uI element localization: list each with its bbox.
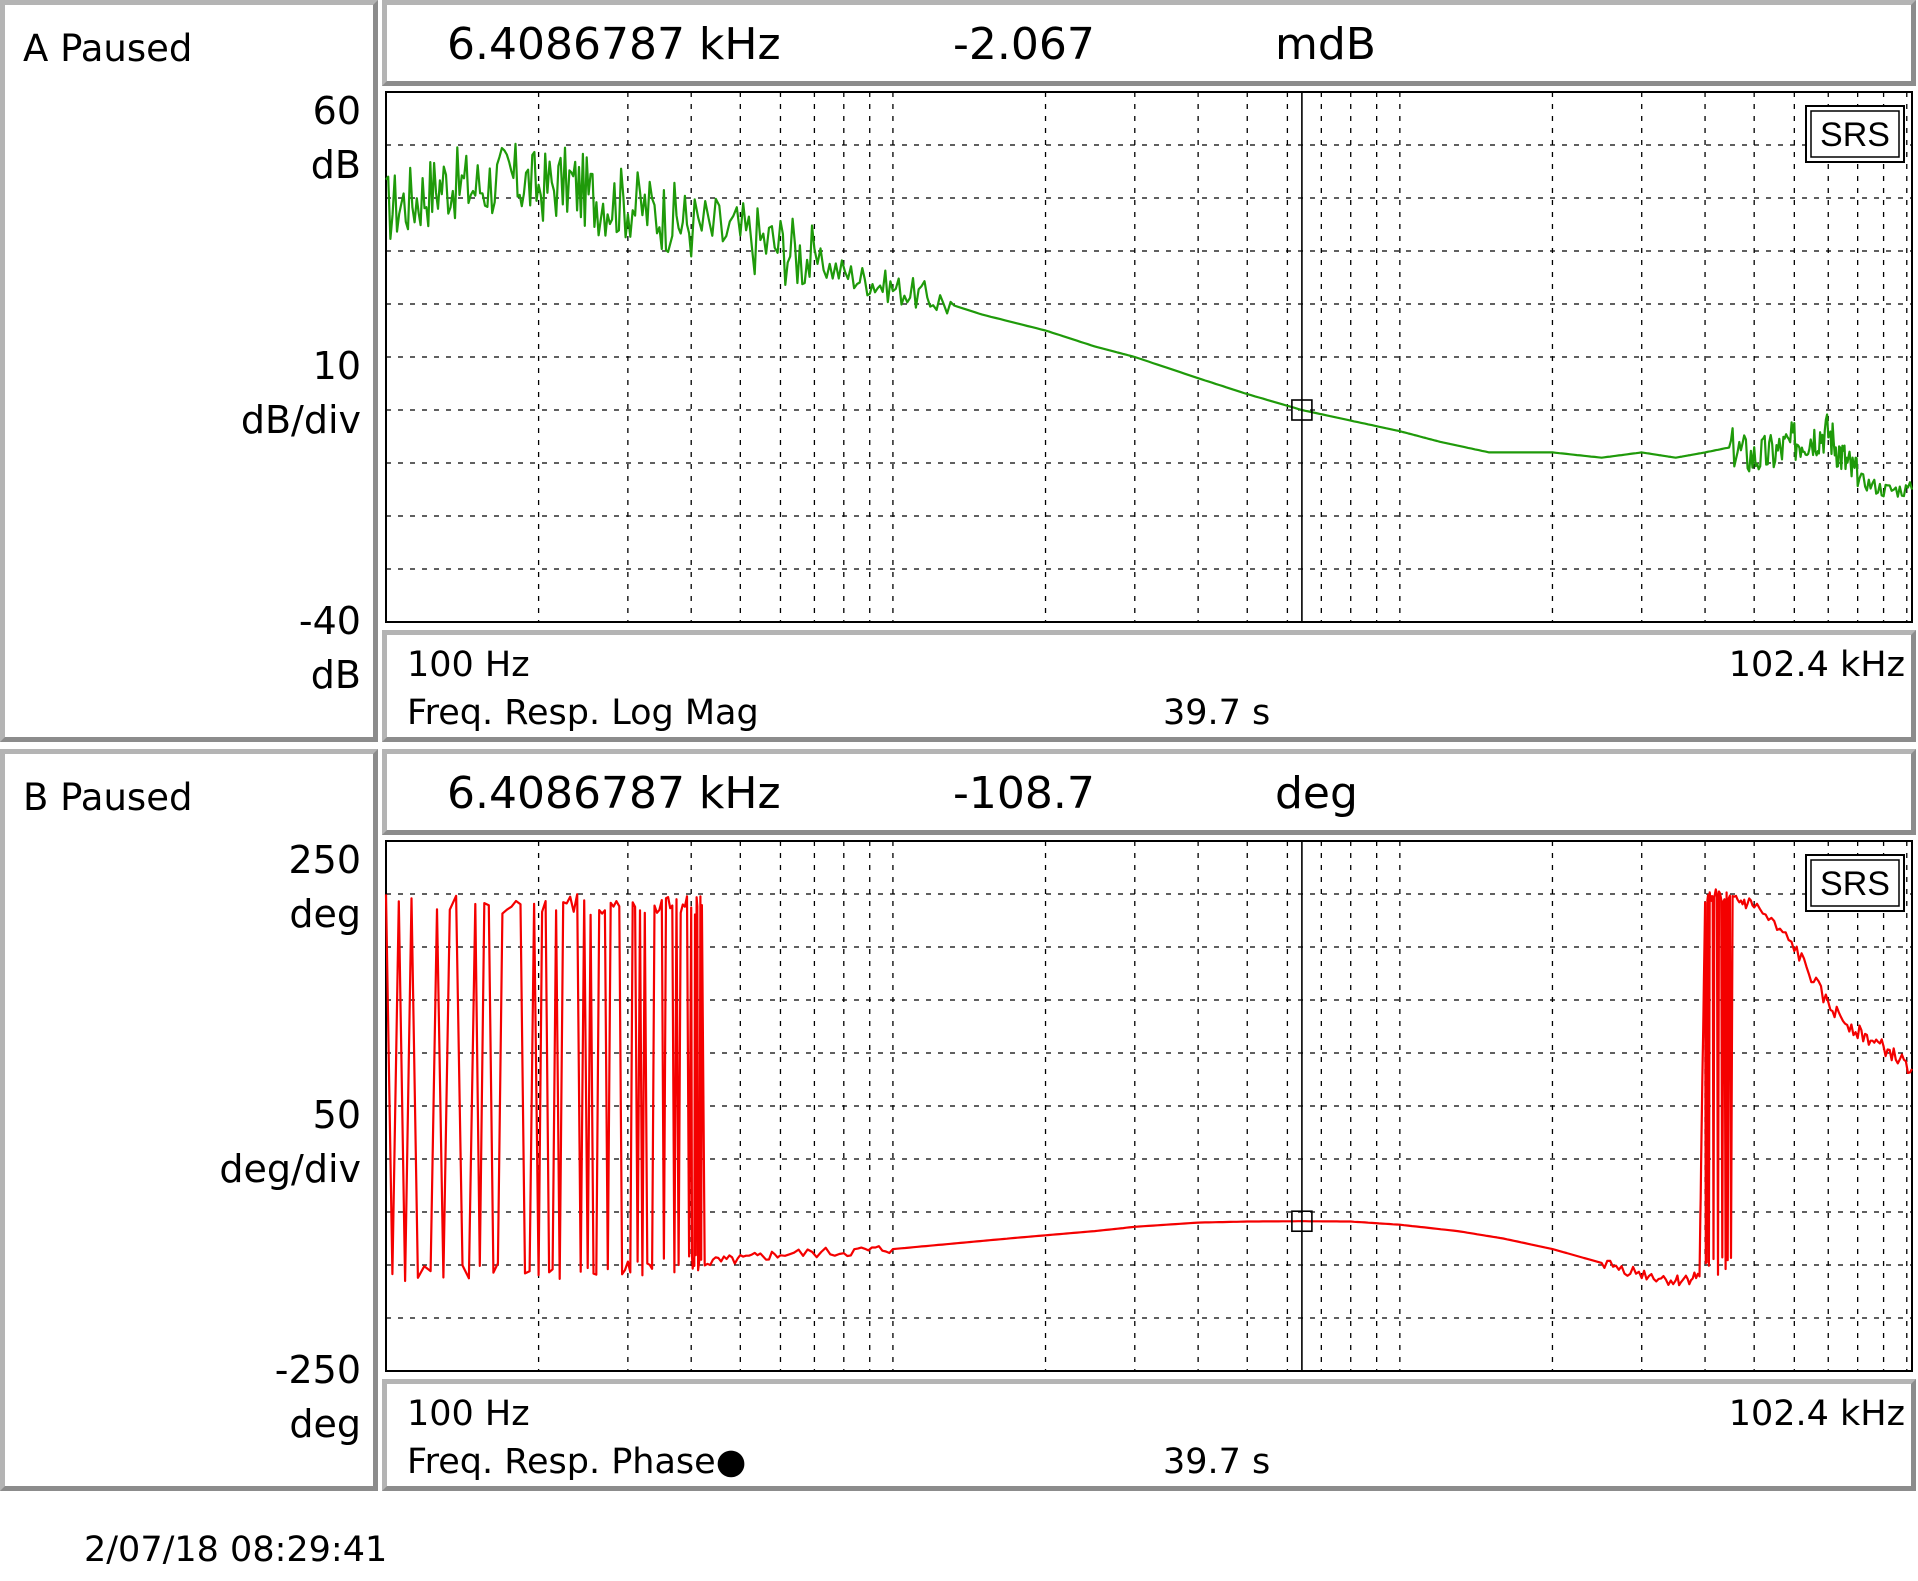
panel-a-marker-value: -2.067 [953, 19, 1095, 70]
panel-a-x-start: 100 Hz [407, 645, 530, 685]
panel-a-plot[interactable]: SRS [382, 88, 1916, 626]
panel-a-marker-readout: 6.4086787 kHz -2.067 mdB [382, 0, 1916, 86]
panel-b-srs-logo-box [1805, 854, 1905, 912]
panel-b-srs-logo: SRS [1805, 854, 1905, 912]
panel-b-plot[interactable]: SRS [382, 837, 1916, 1375]
panel-b-marker-unit: deg [1275, 768, 1358, 819]
panel-b-marker-readout: 6.4086787 kHz -108.7 deg [382, 749, 1916, 835]
timestamp: 2/07/18 08:29:41 [84, 1530, 388, 1570]
panel-a-marker-unit: mdB [1275, 19, 1376, 70]
panel-a-srs-logo-inner [1810, 110, 1900, 158]
panel-a-y-bottom-unit: dB [310, 653, 361, 697]
panel-b-srs-logo-inner [1810, 859, 1900, 907]
panel-a-marker-box [1291, 399, 1313, 421]
panel-b-y-scale-unit: deg/div [219, 1147, 361, 1191]
panel-b-status: B Paused [23, 776, 193, 819]
panel-a-y-scale: 10 [312, 344, 361, 388]
panel-a-marker-freq: 6.4086787 kHz [447, 19, 781, 70]
panel-a-srs-logo: SRS [1805, 105, 1905, 163]
panel-a-time: 39.7 s [1163, 693, 1271, 733]
panel-b-srs-logo-text: SRS [1820, 865, 1890, 903]
panel-a-srs-logo-text: SRS [1820, 116, 1890, 154]
panel-b-y-scale: 50 [312, 1093, 361, 1137]
panel-b-y-top: 250 [288, 838, 361, 882]
panel-a-srs-logo-box [1805, 105, 1905, 163]
panel-b-y-bottom: -250 [274, 1348, 361, 1392]
panel-a-y-top-unit: dB [310, 143, 361, 187]
panel-b-measurement: Freq. Resp. Phase● [407, 1442, 747, 1482]
panel-b-trace [384, 888, 1913, 1287]
panel-a-y-bottom: -40 [298, 599, 361, 643]
panel-a-measurement: Freq. Resp. Log Mag [407, 693, 759, 733]
panel-a-footer: 100 Hz 102.4 kHz Freq. Resp. Log Mag 39.… [382, 630, 1916, 742]
panel-b-x-end: 102.4 kHz [1728, 1394, 1905, 1434]
panel-a-y-top: 60 [312, 89, 361, 133]
panel-b-x-start: 100 Hz [407, 1394, 530, 1434]
panel-b-footer: 100 Hz 102.4 kHz Freq. Resp. Phase● 39.7… [382, 1379, 1916, 1491]
panel-a-trace [385, 142, 1914, 498]
panel-a-axis-box: A Paused 60 dB 10 dB/div -40 dB [0, 0, 378, 742]
panel-b-y-bottom-unit: deg [289, 1402, 361, 1446]
panel-b-marker-freq: 6.4086787 kHz [447, 768, 781, 819]
panel-a-y-scale-unit: dB/div [240, 398, 361, 442]
panel-b-marker-box [1291, 1210, 1313, 1233]
panel-b-axis-box: B Paused 250 deg 50 deg/div -250 deg [0, 749, 378, 1491]
panel-a-x-end: 102.4 kHz [1728, 645, 1905, 685]
panel-b-time: 39.7 s [1163, 1442, 1271, 1482]
panel-a-status: A Paused [23, 27, 193, 70]
panel-b-y-top-unit: deg [289, 892, 361, 936]
panel-b-marker-value: -108.7 [953, 768, 1095, 819]
